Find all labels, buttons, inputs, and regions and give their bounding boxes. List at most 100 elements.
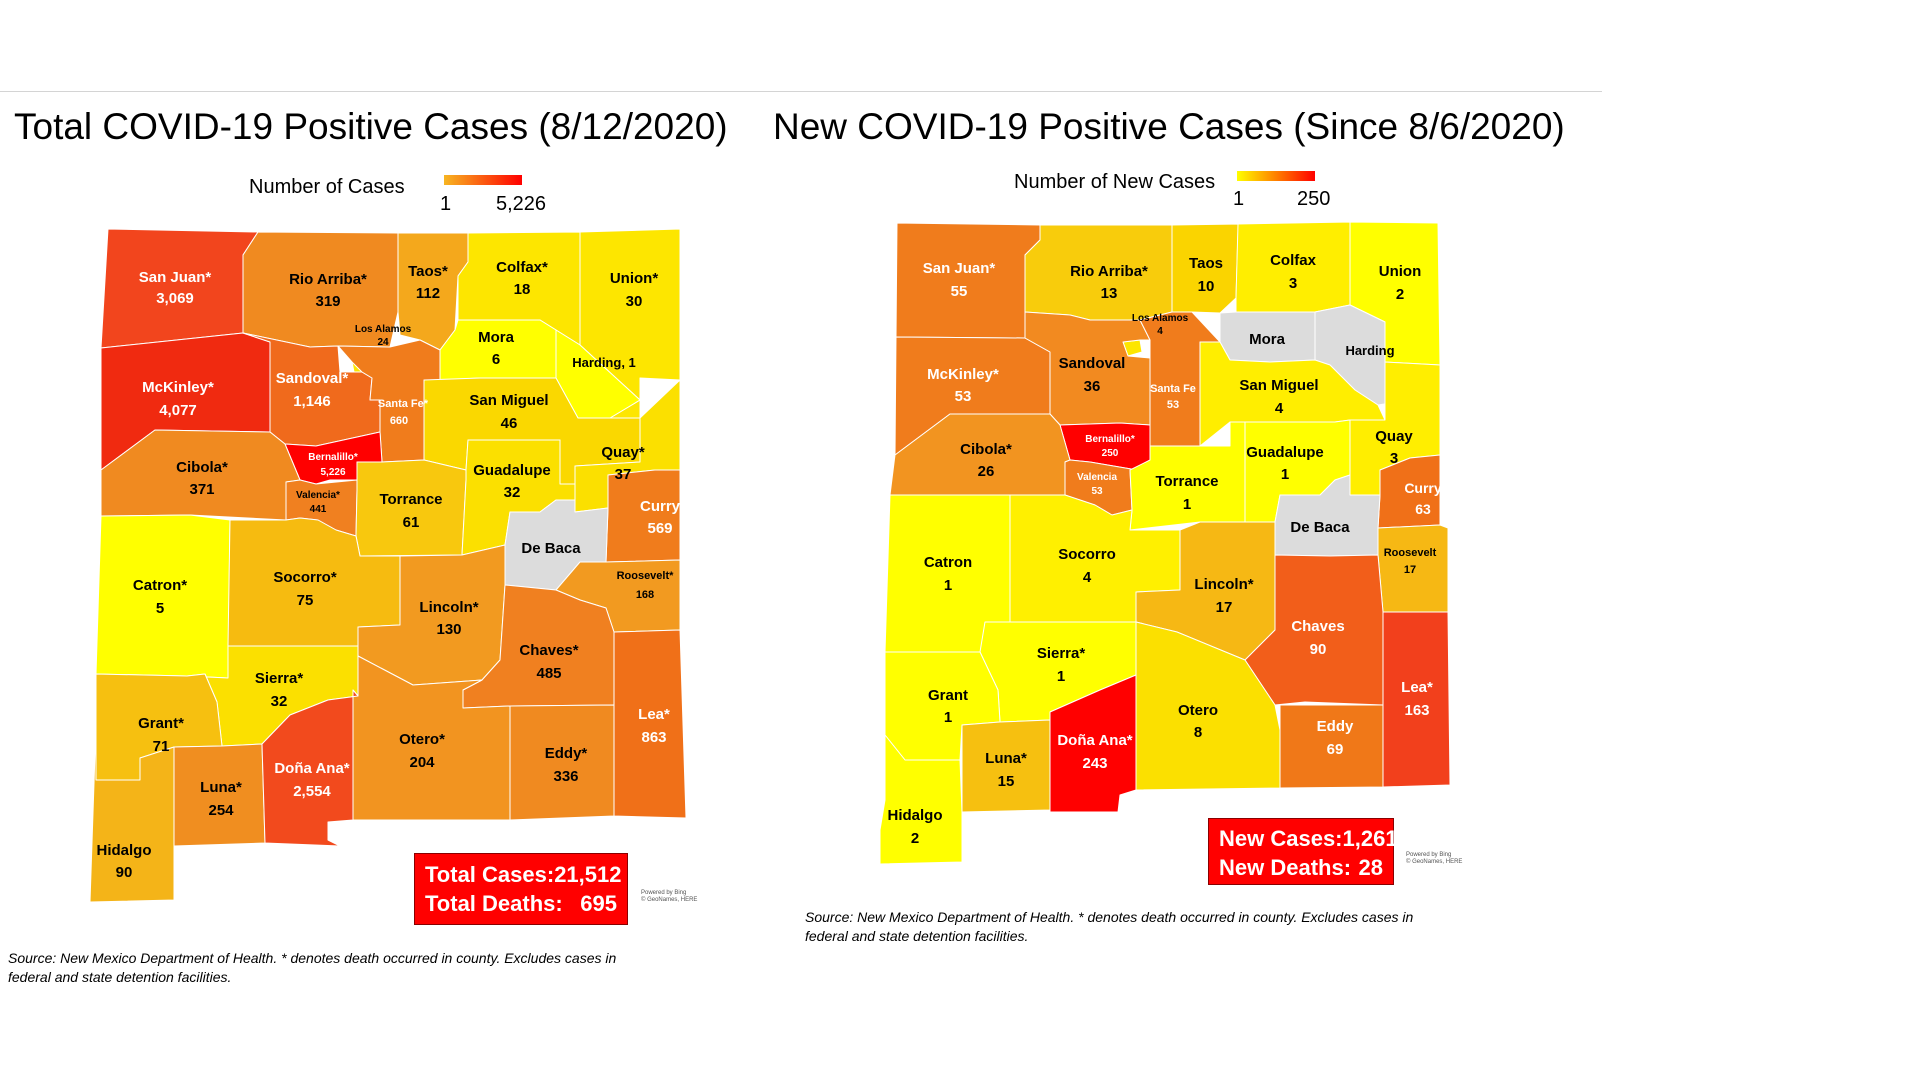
left-total-cases-label: Total Cases: (425, 862, 555, 887)
left-county-catron[interactable] (95, 514, 231, 679)
right-label-luna-name: Luna* (985, 750, 1027, 767)
svg-text:1: 1 (1183, 496, 1191, 513)
right-county-lea[interactable] (1382, 611, 1451, 788)
svg-text:30: 30 (626, 293, 643, 310)
left-county-san-juan[interactable] (100, 228, 259, 349)
left-map-credit: Powered by Bing © GeoNames, HERE (641, 890, 697, 904)
svg-text:Roosevelt: Roosevelt (1384, 547, 1437, 559)
svg-text:36: 36 (1084, 378, 1101, 395)
right-county-dona-ana[interactable] (1049, 674, 1137, 813)
svg-text:Taos: Taos (1189, 255, 1223, 272)
right-label-colfax-value: 3 (1289, 275, 1297, 292)
svg-text:15: 15 (998, 773, 1015, 790)
left-label-lea-value: 863 (641, 729, 666, 746)
left-label-sandoval-value: 1,146 (293, 393, 331, 410)
svg-text:24: 24 (377, 337, 389, 348)
right-label-union-value: 2 (1396, 286, 1404, 303)
right-county-chaves[interactable] (1244, 554, 1384, 706)
right-label-roosevelt-value: 17 (1404, 564, 1416, 576)
svg-text:1: 1 (944, 709, 952, 726)
svg-text:569: 569 (647, 520, 672, 537)
left-county-lea[interactable] (613, 629, 687, 819)
svg-text:10: 10 (1198, 278, 1215, 295)
right-label-eddy-value: 69 (1327, 741, 1344, 758)
right-map-title: New COVID-19 Positive Cases (Since 8/6/2… (773, 106, 1565, 147)
left-county-dona-ana[interactable] (261, 689, 359, 847)
right-new-cases-label: New Cases: (1219, 826, 1343, 851)
svg-text:Rio Arriba*: Rio Arriba* (1070, 263, 1148, 280)
right-label-curry-name: Curry (1404, 480, 1442, 496)
left-label-curry-value: 569 (647, 520, 672, 537)
right-label-rio-arriba-name: Rio Arriba* (1070, 263, 1148, 280)
svg-text:441: 441 (310, 504, 327, 515)
left-label-mckinley-value: 4,077 (159, 402, 197, 419)
svg-text:Colfax: Colfax (1270, 252, 1317, 269)
right-new-cases-value: 1,261 (1342, 826, 1398, 851)
left-county-torrance[interactable] (355, 459, 467, 557)
svg-text:46: 46 (501, 415, 518, 432)
svg-text:250: 250 (1102, 448, 1119, 459)
right-label-taos-name: Taos (1189, 255, 1223, 272)
svg-text:San Miguel: San Miguel (469, 392, 548, 409)
right-legend-min: 1 (1233, 188, 1245, 210)
svg-text:5: 5 (156, 600, 164, 617)
right-county-hidalgo[interactable] (879, 734, 963, 865)
svg-text:8: 8 (1194, 724, 1202, 741)
right-county-san-juan[interactable] (895, 222, 1041, 339)
right-new-deaths-label: New Deaths: (1219, 855, 1352, 880)
svg-text:Grant*: Grant* (138, 715, 184, 732)
left-label-bernalillo-value: 5,226 (320, 467, 345, 478)
right-label-dona-ana-value: 243 (1082, 755, 1107, 772)
right-label-curry-value: 63 (1415, 501, 1431, 517)
svg-text:Union: Union (1379, 263, 1422, 280)
svg-text:17: 17 (1404, 564, 1416, 576)
left-label-colfax-name: Colfax* (496, 259, 548, 276)
svg-text:Cibola*: Cibola* (960, 441, 1012, 458)
svg-text:17: 17 (1216, 599, 1233, 616)
svg-text:863: 863 (641, 729, 666, 746)
svg-text:Catron*: Catron* (133, 577, 187, 594)
left-label-colfax-value: 18 (514, 281, 531, 298)
svg-text:Roosevelt*: Roosevelt* (617, 570, 675, 582)
left-label-otero-name: Otero* (399, 731, 445, 748)
right-label-lincoln-value: 17 (1216, 599, 1233, 616)
left-county-hidalgo[interactable] (89, 723, 175, 903)
right-county-sandoval[interactable] (1024, 311, 1151, 426)
right-label-socorro-name: Socorro (1058, 546, 1116, 563)
left-label-dona-ana-value: 2,554 (293, 783, 331, 800)
svg-text:Sandoval: Sandoval (1059, 355, 1126, 372)
svg-text:Sandoval*: Sandoval* (276, 370, 349, 387)
left-legend-label: Number of Cases (249, 176, 405, 198)
svg-text:Santa Fe*: Santa Fe* (378, 398, 429, 410)
svg-text:243: 243 (1082, 755, 1107, 772)
top-divider-line (0, 91, 1602, 92)
svg-text:Hidalgo: Hidalgo (97, 842, 152, 859)
right-source-line-2: federal and state detention facilities. (805, 928, 1029, 944)
left-label-rio-arriba-name: Rio Arriba* (289, 271, 367, 288)
svg-text:1: 1 (1057, 668, 1065, 685)
right-label-luna-value: 15 (998, 773, 1015, 790)
left-totals-box: Total Cases: 21,512 Total Deaths: 695 (414, 853, 628, 925)
right-county-eddy[interactable] (1279, 704, 1384, 789)
right-label-grant-name: Grant (928, 687, 968, 704)
left-label-mckinley-name: McKinley* (142, 379, 214, 396)
svg-text:75: 75 (297, 592, 314, 609)
left-county-eddy[interactable] (509, 704, 615, 821)
left-credit-line-2: © GeoNames, HERE (641, 897, 698, 903)
right-legend-label: Number of New Cases (1014, 171, 1216, 193)
left-label-chaves-value: 485 (536, 665, 561, 682)
svg-text:Luna*: Luna* (985, 750, 1027, 767)
svg-text:55: 55 (951, 283, 968, 300)
right-label-quay-name: Quay (1375, 428, 1413, 445)
svg-text:18: 18 (514, 281, 531, 298)
left-label-cibola-value: 371 (189, 481, 214, 498)
svg-text:336: 336 (553, 768, 578, 785)
left-county-curry[interactable] (605, 469, 681, 563)
right-legend-gradient (1237, 171, 1315, 181)
right-label-grant-value: 1 (944, 709, 952, 726)
svg-text:6: 6 (492, 351, 500, 368)
svg-text:71: 71 (153, 738, 170, 755)
right-county-map: San Juan* 55 Rio Arriba* 13 Taos 10 Colf… (879, 221, 1451, 865)
svg-text:53: 53 (1167, 399, 1179, 411)
right-label-san-miguel-name: San Miguel (1239, 377, 1318, 394)
